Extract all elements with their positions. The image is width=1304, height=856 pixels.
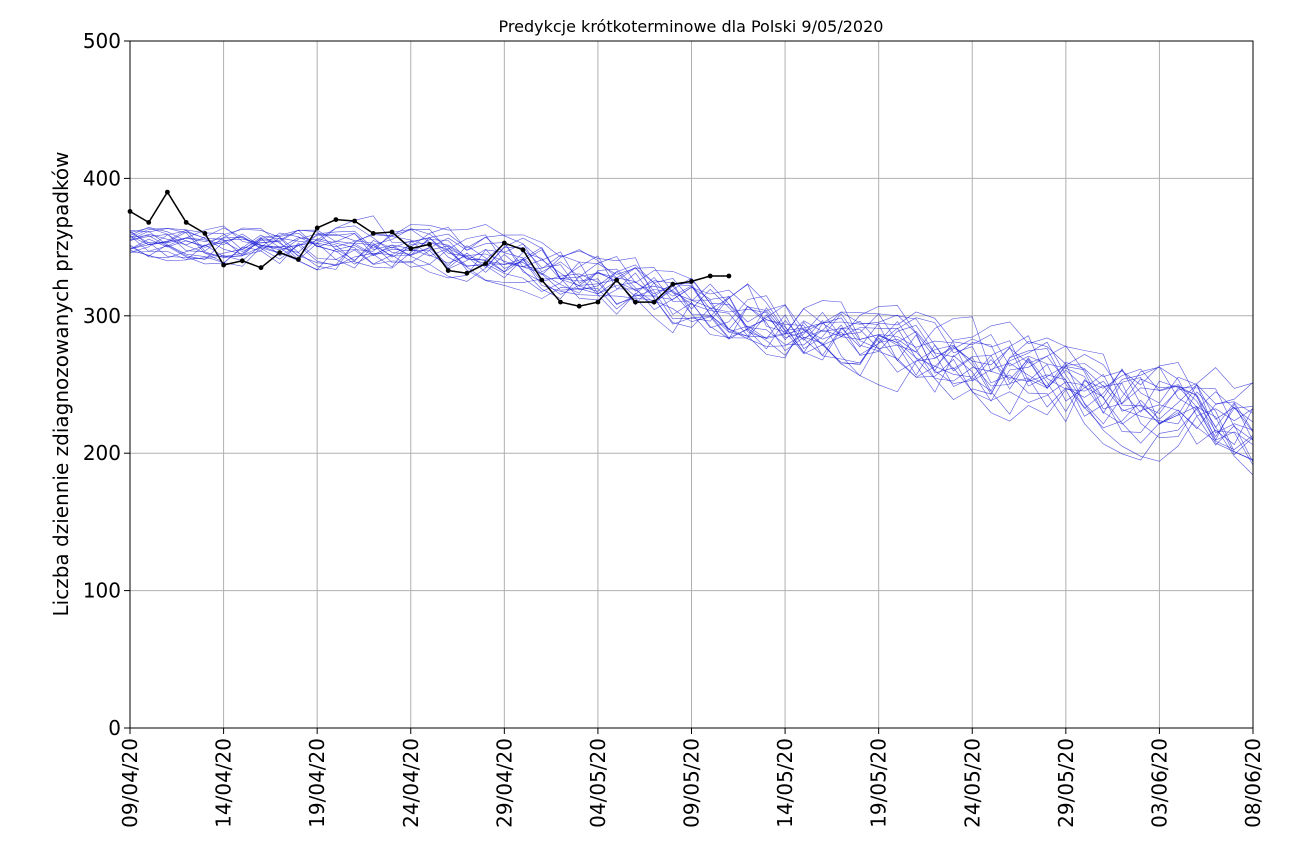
x-tick-label: 19/05/20 — [867, 738, 891, 828]
prediction-line — [129, 232, 1254, 433]
observed-point — [370, 231, 376, 236]
prediction-line — [129, 230, 1254, 438]
prediction-line — [129, 224, 1254, 460]
observed-point — [558, 299, 563, 305]
observed-point — [389, 229, 395, 235]
y-axis-ticks: 0 100 200 300 400 500 — [83, 29, 130, 740]
y-tick-label: 500 — [83, 29, 121, 53]
x-axis-ticks: 09/04/20 14/04/20 19/04/20 24/04/20 29/04/20… — [118, 728, 1265, 828]
observed-point — [352, 218, 357, 224]
x-tick-label: 14/04/20 — [212, 738, 236, 828]
observed-point — [239, 258, 245, 264]
observed-point — [333, 217, 339, 223]
observed-point — [277, 250, 283, 256]
x-tick-label: 24/04/20 — [399, 738, 423, 828]
observed-series — [127, 189, 732, 309]
observed-point — [651, 299, 657, 305]
observed-point — [221, 262, 227, 268]
prediction-line — [129, 237, 1254, 446]
prediction-line — [129, 232, 1254, 430]
observed-point — [296, 257, 301, 262]
observed-point — [146, 220, 152, 225]
prediction-line — [129, 234, 1254, 425]
observed-point — [576, 303, 582, 309]
x-tick-label: 04/05/20 — [586, 738, 610, 828]
observed-point — [183, 220, 189, 225]
x-tick-label: 29/04/20 — [492, 738, 516, 828]
chart-title: Predykcje krótkoterminowe dla Polski 9/0… — [499, 17, 884, 36]
observed-point — [614, 277, 619, 283]
x-tick-label: 19/04/20 — [305, 738, 329, 828]
observed-point — [707, 273, 713, 279]
x-tick-label: 08/06/20 — [1241, 738, 1265, 828]
x-tick-label: 29/05/20 — [1054, 738, 1078, 828]
observed-point — [595, 299, 601, 305]
observed-point — [520, 247, 526, 253]
prediction-line — [129, 229, 1254, 450]
observed-point — [202, 231, 208, 236]
observed-point — [633, 299, 638, 305]
observed-point — [258, 265, 264, 271]
observed-point — [445, 268, 451, 273]
prediction-line — [129, 235, 1254, 434]
observed-point — [408, 246, 414, 251]
y-tick-label: 400 — [83, 166, 121, 190]
observed-point — [165, 189, 170, 195]
observed-point — [726, 273, 732, 279]
prediction-lines — [129, 215, 1254, 476]
x-tick-label: 24/05/20 — [960, 738, 984, 828]
y-tick-label: 200 — [83, 441, 121, 465]
prediction-line — [129, 226, 1254, 476]
prediction-line — [129, 227, 1254, 466]
x-tick-label: 09/05/20 — [680, 738, 704, 828]
observed-point — [689, 279, 694, 284]
observed-point — [670, 281, 676, 287]
y-tick-label: 0 — [108, 716, 121, 740]
observed-point — [483, 261, 488, 266]
observed-point — [314, 225, 320, 231]
y-tick-label: 100 — [83, 579, 121, 603]
y-axis-label: Liczba dziennie zdiagnozowanych przypadk… — [49, 152, 73, 617]
x-tick-label: 14/05/20 — [773, 738, 797, 828]
observed-point — [427, 242, 432, 247]
x-tick-label: 09/04/20 — [118, 738, 142, 828]
prediction-line — [129, 215, 1254, 441]
y-tick-label: 300 — [83, 304, 121, 328]
observed-point — [501, 240, 507, 246]
prediction-line — [129, 228, 1254, 414]
observed-point — [539, 277, 545, 283]
x-tick-label: 03/06/20 — [1147, 738, 1171, 828]
observed-point — [464, 270, 470, 276]
